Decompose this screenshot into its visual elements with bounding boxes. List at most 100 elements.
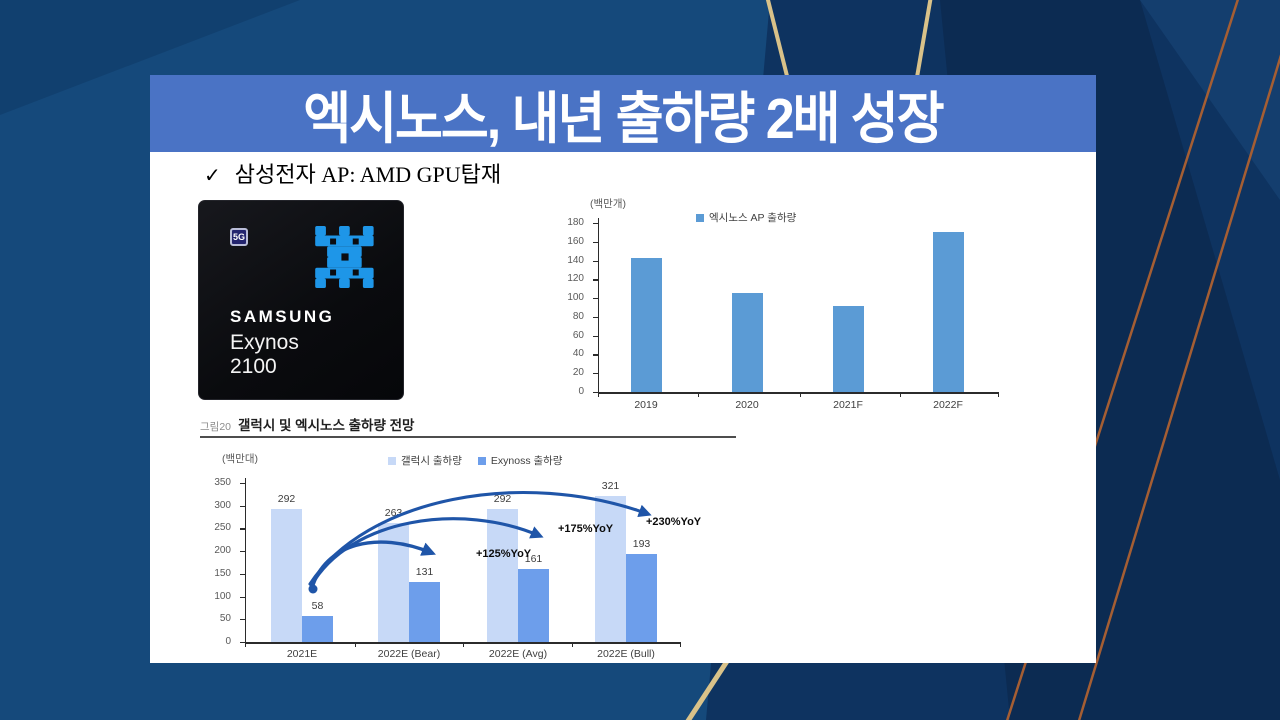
legend-item: 갤럭시 출하량 (388, 453, 462, 468)
x-tick-mark (800, 392, 802, 397)
y-tick-label: 100 (214, 590, 231, 602)
bar (630, 257, 662, 392)
legend-item: Exynoss 출하량 (477, 453, 562, 468)
chip-model-number: 2100 (230, 355, 277, 378)
bar (378, 522, 409, 642)
bar (271, 509, 302, 642)
y-tick-mark (240, 528, 245, 530)
x-tick-mark (355, 642, 357, 647)
y-tick-label: 0 (225, 636, 231, 647)
y-tick-label: 160 (567, 235, 584, 247)
chart1-legend: 엑시노스 AP 출하량 (696, 210, 796, 225)
chip-model-name: Exynos (230, 331, 299, 354)
bar (626, 554, 657, 642)
bullet-line: ✓ 삼성전자 AP: AMD GPU탑재 (204, 157, 501, 189)
yoy-annotation: +125%YoY (476, 548, 532, 560)
bar (409, 582, 440, 642)
bar (487, 509, 518, 642)
value-label: 58 (311, 599, 324, 612)
y-tick-label: 60 (572, 329, 584, 341)
y-tick-label: 0 (578, 386, 584, 397)
y-tick-label: 300 (214, 499, 231, 511)
copper-line-icon (1077, 54, 1280, 720)
y-tick-mark (240, 505, 245, 507)
bar (832, 305, 864, 392)
y-tick-label: 200 (214, 545, 231, 557)
yoy-annotation: +175%YoY (558, 523, 614, 535)
y-tick-mark (240, 551, 245, 553)
value-label: 193 (632, 538, 651, 551)
legend-swatch (477, 456, 486, 465)
legend-swatch (696, 213, 704, 222)
legend-swatch (388, 456, 396, 465)
y-tick-mark (593, 335, 598, 337)
value-label: 292 (277, 493, 296, 506)
x-tick-mark (900, 392, 902, 397)
chip-brand: SAMSUNG (230, 307, 335, 326)
y-tick-mark (240, 596, 245, 598)
chart2-unit-label: (백만대) (222, 453, 258, 465)
5g-badge: 5G (230, 228, 248, 246)
y-axis-line (598, 218, 600, 392)
bar (518, 568, 549, 642)
y-tick-label: 250 (214, 522, 231, 534)
chart1-unit-label: (백만개) (590, 198, 626, 210)
legend-label: 갤럭시 출하량 (401, 455, 462, 467)
y-tick-label: 20 (572, 367, 584, 379)
category-label: 2019 (634, 399, 658, 411)
x-tick-mark (598, 392, 600, 397)
x-tick-mark (998, 392, 1000, 397)
y-axis-line (245, 478, 247, 642)
y-tick-label: 350 (214, 477, 231, 488)
x-tick-mark (463, 642, 465, 647)
y-tick-mark (240, 573, 245, 576)
category-label: 2021F (833, 399, 863, 411)
value-label: 131 (415, 566, 434, 579)
category-label: 2021E (286, 648, 318, 660)
chart2-legend: 갤럭시 출하량 Exynoss 출하량 (388, 453, 562, 468)
title-banner: 엑시노스, 내년 출하량 2배 성장 (150, 75, 1096, 152)
x-tick-mark (245, 642, 247, 647)
arrow-tail-icon (308, 584, 318, 594)
bar (595, 496, 626, 642)
y-tick-mark (593, 260, 598, 262)
exynos-chip-image: 5G SAMSUNG Exynos 2100 (198, 200, 404, 400)
page-title: 엑시노스, 내년 출하량 2배 성장 (303, 88, 944, 151)
yoy-annotation: +230%YoY (646, 516, 702, 528)
value-label: 321 (601, 480, 620, 493)
y-tick-mark (593, 373, 598, 375)
y-tick-mark (593, 298, 598, 300)
category-label: 2022E (Bear) (377, 648, 441, 660)
checkmark-icon: ✓ (204, 165, 221, 187)
bar (731, 293, 763, 392)
legend-label: 엑시노스 AP 출하량 (709, 212, 797, 224)
y-tick-label: 50 (219, 613, 231, 625)
y-tick-mark (240, 619, 245, 621)
content-panel: ✓ 삼성전자 AP: AMD GPU탑재 5G (150, 152, 1096, 663)
x-axis-line (598, 392, 998, 394)
figure-title: 갤럭시 및 엑시노스 출하량 전망 (238, 418, 415, 433)
x-tick-mark (572, 642, 574, 647)
caption-rule (200, 436, 736, 438)
bullet-text: 삼성전자 AP: AMD GPU탑재 (234, 162, 502, 187)
figure-caption: 그림20 갤럭시 및 엑시노스 출하량 전망 (200, 414, 414, 434)
x-tick-mark (680, 642, 682, 647)
y-tick-label: 40 (572, 348, 584, 360)
bar (932, 232, 964, 392)
value-label: 263 (384, 506, 403, 519)
x-tick-mark (698, 392, 700, 397)
y-tick-label: 140 (567, 254, 584, 266)
y-tick-mark (593, 392, 598, 394)
y-tick-mark (593, 223, 598, 225)
y-tick-mark (593, 316, 598, 319)
x-axis-line (245, 642, 680, 644)
arrow-icon (310, 540, 436, 590)
y-tick-mark (593, 354, 598, 356)
y-tick-label: 120 (567, 273, 584, 285)
category-label: 2020 (735, 399, 759, 411)
legend-item: 엑시노스 AP 출하량 (696, 210, 796, 225)
exynos-pixel-logo-icon (315, 226, 374, 288)
category-label: 2022E (Bull) (597, 648, 655, 660)
y-tick-mark (593, 241, 598, 243)
